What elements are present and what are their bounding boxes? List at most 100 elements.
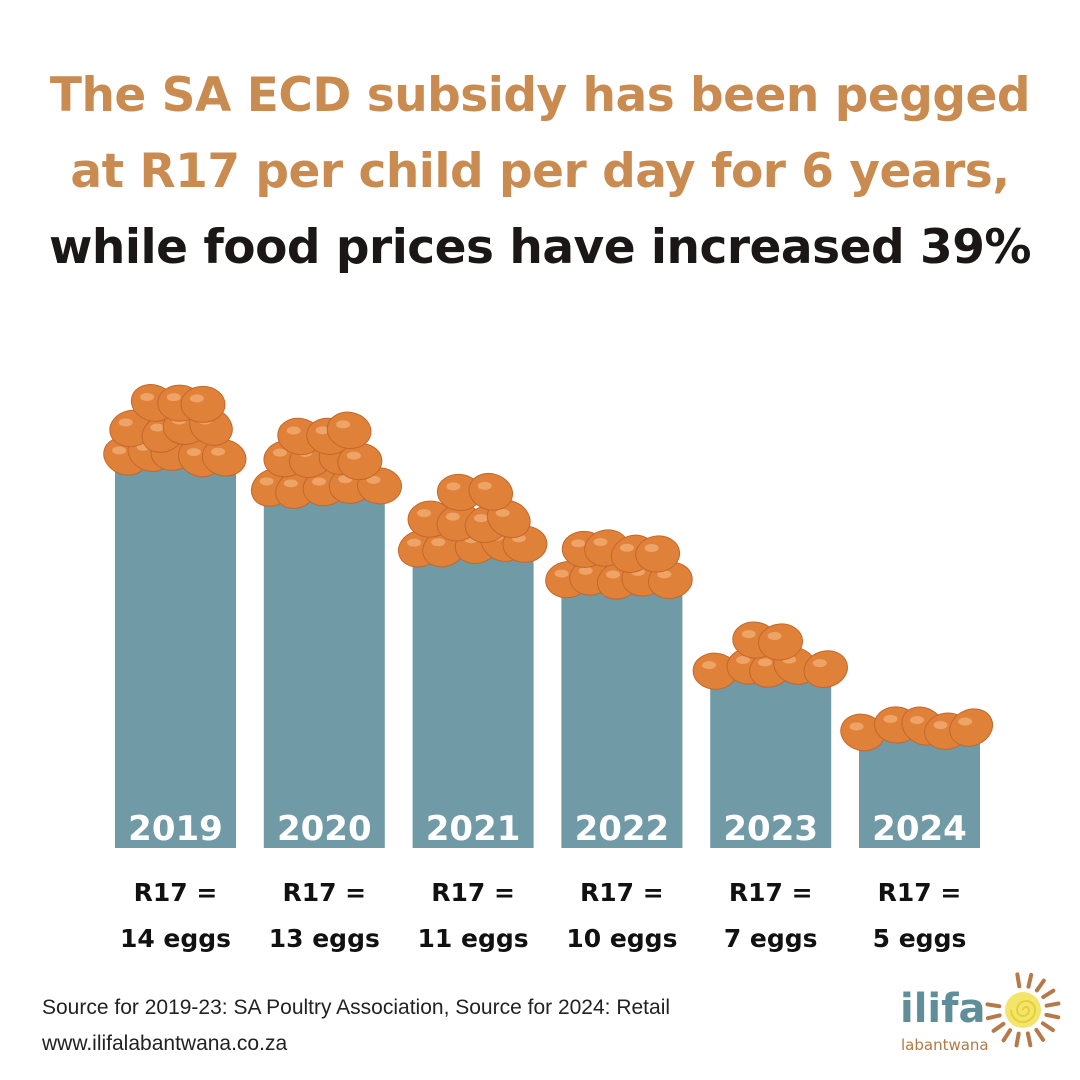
egg-highlight [336, 420, 351, 429]
headline-line-1: The SA ECD subsidy has been pegged [49, 68, 1031, 123]
bar-2022 [561, 583, 683, 848]
sun-ray [1025, 1031, 1033, 1048]
eggs-text: 11 eggs [417, 924, 529, 953]
egg-count-label: R17 = 5 eggs [840, 870, 1000, 962]
price-text: R17 = [877, 878, 962, 907]
egg-pile [103, 384, 247, 478]
egg-highlight [150, 423, 165, 432]
egg-highlight [473, 514, 488, 523]
egg-pile [692, 621, 848, 690]
eggs-text: 13 eggs [268, 924, 380, 953]
bar-2019 [115, 461, 236, 848]
price-text: R17 = [728, 878, 813, 907]
sun-ray [1040, 1021, 1055, 1033]
egg-highlight [593, 538, 608, 547]
sun-ray [1034, 1027, 1046, 1042]
egg-highlight [186, 448, 201, 457]
egg-highlight [272, 448, 287, 457]
sun-ray [985, 1013, 1002, 1021]
egg-highlight [758, 658, 773, 667]
egg-icon [635, 535, 681, 573]
egg-highlight [286, 426, 301, 435]
egg-highlight [578, 566, 593, 575]
egg-pile [397, 472, 548, 568]
egg-pile [545, 529, 693, 600]
egg-highlight [606, 570, 621, 579]
egg-count-label: R17 = 14 eggs [96, 870, 256, 962]
sun-ray [1034, 978, 1046, 993]
egg-count-label: R17 = 10 eggs [542, 870, 702, 962]
egg-highlight [346, 451, 361, 460]
egg-highlight [407, 538, 422, 547]
egg-highlight [477, 481, 492, 490]
sun-ray [1041, 988, 1056, 1000]
sun-ray [985, 1002, 1002, 1009]
bar-2021 [412, 552, 534, 848]
egg-highlight [211, 447, 226, 456]
bar-2020 [263, 492, 385, 848]
egg-highlight [554, 569, 569, 578]
headline-line-2: at R17 per child per day for 6 years, [70, 144, 1010, 199]
egg-highlight [702, 661, 717, 670]
bar-2024 [859, 734, 980, 848]
egg-highlight [166, 393, 181, 402]
egg-count-label: R17 = 7 eggs [691, 870, 851, 962]
egg-highlight [315, 426, 330, 435]
egg-highlight [958, 717, 973, 726]
eggs-text: 7 eggs [723, 924, 818, 953]
egg-pile [840, 706, 994, 752]
egg-highlight [189, 394, 204, 403]
egg-highlight [446, 482, 461, 491]
year-label: 2023 [723, 809, 818, 849]
sun-ray [1026, 972, 1034, 989]
egg-highlight [445, 512, 460, 521]
egg-highlight [812, 659, 827, 668]
sun-ray [991, 1021, 1006, 1033]
sun-ray [1044, 1012, 1061, 1020]
source-note: Source for 2019-23: SA Poultry Associati… [42, 996, 671, 1019]
year-label: 2019 [128, 809, 223, 849]
egg-highlight [619, 543, 634, 552]
footer: Source for 2019-23: SA Poultry Associati… [42, 990, 670, 1062]
sun-ray [1044, 1001, 1061, 1008]
egg-highlight [933, 721, 948, 730]
egg-highlight [112, 446, 127, 455]
egg-highlight [259, 477, 274, 486]
egg-highlight [312, 477, 327, 486]
sun-spiral [1010, 1000, 1037, 1023]
egg-highlight [849, 722, 864, 731]
price-text: R17 = [431, 878, 515, 907]
egg-count-label: R17 = 13 eggs [244, 870, 404, 962]
egg-highlight [283, 479, 298, 488]
eggs-text: 10 eggs [566, 924, 678, 953]
egg-highlight [431, 538, 446, 547]
egg-highlight [140, 392, 155, 401]
website-link[interactable]: www.ilifalabantwana.co.za [42, 1032, 288, 1055]
egg-highlight [417, 509, 432, 518]
price-text: R17 = [282, 878, 367, 907]
eggs-text: 5 eggs [872, 924, 967, 953]
egg-icon [949, 708, 994, 747]
egg-highlight [736, 656, 751, 665]
eggs-text: 14 eggs [119, 924, 232, 953]
egg-highlight [657, 570, 672, 579]
egg-highlight [767, 631, 782, 640]
egg-highlight [883, 714, 898, 723]
sun-icon [985, 972, 1061, 1048]
headline: The SA ECD subsidy has been pegged at R1… [0, 58, 1080, 286]
egg-icon [180, 385, 226, 423]
egg-highlight [571, 539, 586, 548]
price-text: R17 = [133, 878, 218, 907]
egg-count-label: R17 = 11 eggs [393, 870, 553, 962]
egg-highlight [910, 716, 925, 725]
egg-highlight [495, 508, 510, 517]
svg-text:ilifa: ilifa [900, 986, 986, 1032]
sun-ray [1001, 1028, 1013, 1043]
egg-highlight [644, 544, 659, 553]
egg-highlight [118, 418, 133, 427]
price-text: R17 = [580, 878, 664, 907]
ilifa-labantwana-logo: ilifa labantwana [900, 972, 1061, 1054]
year-label: 2022 [575, 809, 670, 849]
sun-ray [1014, 1031, 1021, 1048]
year-label: 2020 [277, 809, 372, 849]
